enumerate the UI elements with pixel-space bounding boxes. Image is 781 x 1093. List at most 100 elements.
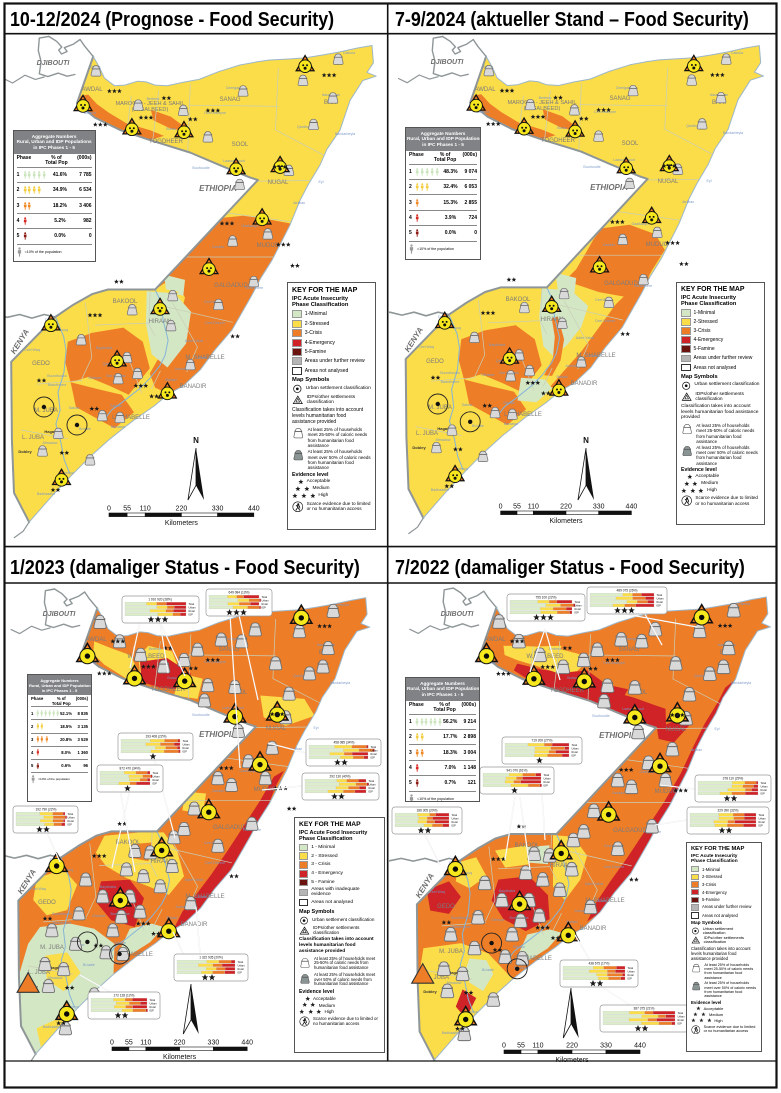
svg-text:Jariiban: Jariiban — [690, 748, 703, 752]
svg-text:Borama: Borama — [487, 661, 500, 665]
svg-text:Buuhoodle: Buuhoodle — [192, 713, 209, 717]
svg-text:192 790 (22%): 192 790 (22%) — [36, 808, 57, 812]
svg-text:Urban: Urban — [183, 742, 191, 746]
svg-text:Bu'aale: Bu'aale — [79, 427, 91, 431]
svg-text:BANADIR: BANADIR — [180, 384, 207, 390]
svg-text:Aden Yabal: Aden Yabal — [185, 339, 203, 343]
svg-text:GEDO: GEDO — [32, 361, 50, 367]
svg-text:DJIBOUTI: DJIBOUTI — [441, 611, 475, 618]
svg-text:Laascaanood: Laascaanood — [613, 158, 635, 162]
svg-text:NUGAL: NUGAL — [658, 179, 679, 185]
svg-text:TOGDHEER: TOGDHEER — [541, 138, 576, 144]
svg-text:Kilometers: Kilometers — [163, 1054, 197, 1061]
svg-text:Rural: Rural — [572, 750, 579, 754]
svg-text:Total: Total — [371, 745, 377, 749]
svg-text:Harardhere: Harardhere — [245, 286, 263, 290]
svg-text:220: 220 — [560, 504, 572, 511]
svg-text:IDP: IDP — [371, 756, 376, 760]
svg-text:IDP: IDP — [68, 823, 73, 827]
svg-text:Ceel Waq: Ceel Waq — [429, 890, 445, 894]
svg-text:AWDAL: AWDAL — [85, 637, 107, 643]
svg-text:Baardheere: Baardheere — [53, 921, 72, 925]
svg-text:Hagar: Hagar — [49, 965, 61, 970]
svg-text:378 110 (29%): 378 110 (29%) — [723, 777, 744, 781]
svg-text:193 408 (22%): 193 408 (22%) — [146, 735, 167, 739]
svg-text:L. JUBA: L. JUBA — [416, 431, 438, 437]
svg-text:AWDAL: AWDAL — [484, 637, 506, 643]
svg-text:GALGADUD: GALGADUD — [213, 825, 247, 831]
svg-text:BAKOOL: BAKOOL — [116, 840, 141, 846]
svg-text:ETHIOPIA: ETHIOPIA — [199, 730, 237, 739]
svg-text:110: 110 — [140, 506, 151, 513]
svg-text:NUGAL: NUGAL — [666, 727, 687, 733]
svg-text:Rural: Rural — [262, 602, 269, 606]
svg-text:Kismayo: Kismayo — [60, 471, 74, 475]
svg-text:M. SHABELLE: M. SHABELLE — [185, 355, 224, 361]
svg-text:L. JUBA: L. JUBA — [427, 975, 449, 981]
svg-text:Baardheere: Baardheere — [452, 925, 471, 929]
svg-text:Baardheere: Baardheere — [48, 383, 67, 387]
svg-text:Buurdhuubo: Buurdhuubo — [47, 374, 67, 378]
svg-text:438 675 (17%): 438 675 (17%) — [589, 962, 610, 966]
svg-text:MAROODI - JEEH & SAHIL: MAROODI - JEEH & SAHIL — [507, 100, 576, 106]
svg-text:SANAG: SANAG — [219, 97, 240, 103]
svg-text:Diinsoor: Diinsoor — [491, 918, 505, 922]
svg-text:HIRAAN: HIRAAN — [151, 859, 174, 865]
svg-text:Sablale: Sablale — [114, 941, 126, 945]
svg-text:IDP: IDP — [150, 1009, 155, 1013]
svg-text:MAROODI - JEEH & SAHIL: MAROODI - JEEH & SAHIL — [115, 101, 184, 107]
svg-text:0: 0 — [499, 504, 503, 511]
svg-text:Bu'aale: Bu'aale — [482, 968, 494, 972]
svg-text:Urban: Urban — [544, 776, 552, 780]
svg-text:IDP: IDP — [657, 604, 662, 608]
svg-text:330: 330 — [593, 504, 605, 511]
svg-text:DJIBOUTI: DJIBOUTI — [37, 60, 71, 67]
svg-text:(W.GALBEED): (W.GALBEED) — [524, 106, 561, 112]
svg-text:Cadado: Cadado — [603, 243, 616, 247]
svg-text:Dobley: Dobley — [423, 989, 437, 994]
svg-text:Total: Total — [759, 813, 765, 817]
svg-text:Jariiban: Jariiban — [682, 200, 695, 204]
svg-text:IDP: IDP — [189, 613, 194, 617]
svg-text:HIRAAN: HIRAAN — [149, 319, 172, 325]
svg-text:Bu'aale: Bu'aale — [472, 424, 484, 428]
svg-text:Jariiban: Jariiban — [290, 747, 303, 751]
svg-text:55: 55 — [123, 506, 131, 513]
svg-text:Sakow: Sakow — [69, 406, 80, 410]
svg-text:Buuhoodle: Buuhoodle — [192, 166, 209, 170]
svg-text:Buurdhuubo: Buurdhuubo — [52, 912, 72, 916]
svg-text:IDP: IDP — [761, 792, 766, 796]
svg-text:Caluula: Caluula — [731, 51, 743, 55]
svg-text:Diinsoor: Diinsoor — [481, 373, 495, 377]
svg-text:NUGAL: NUGAL — [268, 180, 289, 186]
svg-text:GEDO: GEDO — [437, 904, 455, 910]
svg-text:Hagar: Hagar — [448, 970, 460, 975]
svg-text:Baraawe: Baraawe — [504, 422, 518, 426]
svg-text:HIRAAN: HIRAAN — [550, 863, 573, 869]
svg-text:IDP: IDP — [452, 824, 457, 828]
svg-text:Burao: Burao — [557, 126, 567, 130]
svg-text:330: 330 — [600, 1043, 612, 1050]
svg-text:Berbera: Berbera — [149, 647, 162, 651]
svg-text:Total: Total — [575, 600, 581, 604]
svg-text:Total: Total — [678, 1011, 684, 1015]
svg-text:0: 0 — [110, 1040, 114, 1047]
svg-text:BAKOOL: BAKOOL — [113, 299, 138, 305]
svg-text:Burao: Burao — [167, 676, 177, 680]
svg-text:440: 440 — [241, 1040, 253, 1047]
svg-text:Urban: Urban — [761, 784, 769, 788]
svg-text:IDP: IDP — [678, 1022, 683, 1026]
svg-text:Buurdhuubo: Buurdhuubo — [440, 371, 460, 375]
svg-text:Gaalkacyo: Gaalkacyo — [242, 224, 259, 228]
svg-text:Ceel Dheere: Ceel Dheere — [205, 321, 225, 325]
svg-text:Qardho: Qardho — [694, 674, 706, 678]
svg-text:Buuhoodle: Buuhoodle — [583, 165, 600, 169]
svg-text:Urban: Urban — [628, 969, 636, 973]
svg-text:Ceerigabo: Ceerigabo — [226, 86, 243, 90]
svg-text:IDP: IDP — [544, 784, 549, 788]
svg-text:Caluula: Caluula — [337, 603, 349, 607]
svg-text:Baydhaba: Baydhaba — [499, 889, 515, 893]
svg-text:SANAG: SANAG — [218, 647, 239, 653]
svg-text:649 084 (13%): 649 084 (13%) — [229, 591, 250, 595]
svg-text:M. SHABELLE: M. SHABELLE — [585, 898, 624, 904]
